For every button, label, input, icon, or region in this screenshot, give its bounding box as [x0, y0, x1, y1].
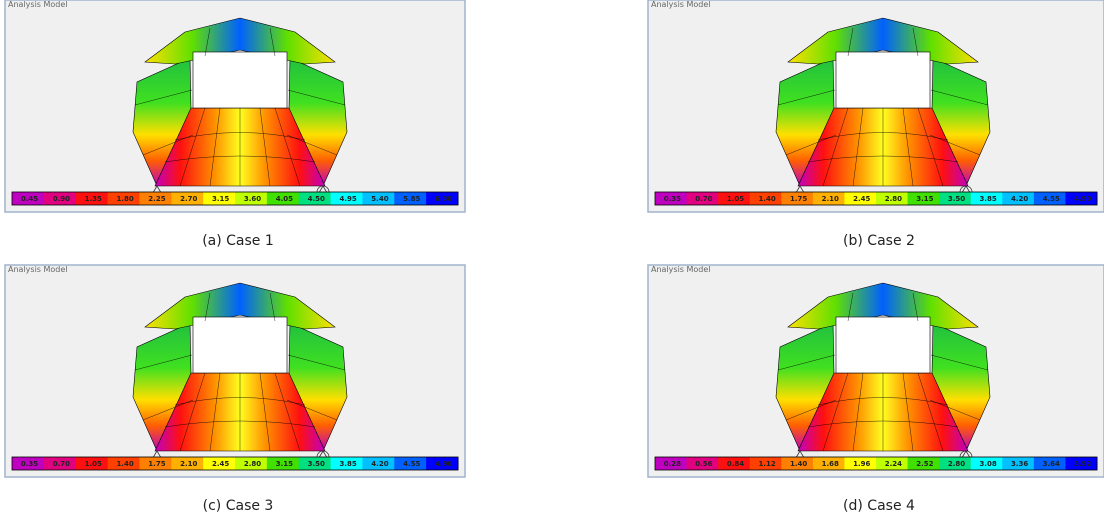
- legend-label: 1.68: [822, 460, 839, 468]
- legend-label: 5.85: [403, 195, 420, 203]
- legend-label: 0.45: [21, 195, 38, 203]
- legend-label: 1.35: [85, 195, 102, 203]
- legend-label: 2.24: [885, 460, 902, 468]
- legend-label: 1.96: [853, 460, 870, 468]
- legend-label: 3.64: [1043, 460, 1060, 468]
- legend-label: 1.12: [758, 460, 775, 468]
- legend-label: 1.40: [116, 460, 133, 468]
- legend-label: 3.60: [244, 195, 261, 203]
- legend-label: 2.70: [180, 195, 197, 203]
- legend-label: 3.92: [1074, 460, 1091, 468]
- legend-label: 4.50: [308, 195, 325, 203]
- legend-label: 2.80: [885, 195, 902, 203]
- legend-label: 2.80: [244, 460, 261, 468]
- legend-label: 1.40: [758, 195, 775, 203]
- legend-label: 4.90: [435, 460, 452, 468]
- legend-label: 3.50: [948, 195, 965, 203]
- panel: Analysis Model 0.35 0.70 1.05 1.40 1.75 2.10 2.…: [5, 265, 465, 477]
- legend-label: 2.10: [180, 460, 197, 468]
- legend-label: 1.75: [790, 195, 807, 203]
- legend-label: 4.05: [276, 195, 293, 203]
- legend-label: 3.15: [212, 195, 229, 203]
- caption: (c) Case 3: [203, 498, 274, 514]
- legend-label: 1.40: [790, 460, 807, 468]
- panel: Analysis Model 0.28 0.56 0.84 1.12 1.40 1.68 1.…: [648, 265, 1104, 477]
- legend-label: 6.30: [435, 195, 452, 203]
- legend-label: 5.40: [371, 195, 388, 203]
- legend-label: 4.55: [1043, 195, 1060, 203]
- panel: Analysis Model 0.35 0.70 1.05 1.40 1.75 2.10 2.…: [648, 0, 1104, 212]
- legend-label: 4.55: [403, 460, 420, 468]
- legend-label: 2.80: [948, 460, 965, 468]
- legend-label: 0.56: [695, 460, 712, 468]
- caption: (a) Case 1: [202, 233, 274, 249]
- legend-label: 3.85: [339, 460, 356, 468]
- legend-label: 4.20: [1011, 195, 1028, 203]
- legend-label: 0.84: [727, 460, 744, 468]
- legend-label: 1.05: [727, 195, 744, 203]
- viewport-title: Analysis Model: [651, 0, 711, 9]
- legend-label: 3.50: [308, 460, 325, 468]
- legend-label: 0.70: [53, 460, 70, 468]
- caption: (d) Case 4: [843, 498, 915, 514]
- legend-label: 2.52: [916, 460, 933, 468]
- caption: (b) Case 2: [843, 233, 915, 249]
- legend-label: 3.15: [276, 460, 293, 468]
- legend-label: 0.28: [664, 460, 681, 468]
- legend-label: 0.35: [664, 195, 681, 203]
- legend-label: 1.05: [85, 460, 102, 468]
- legend-label: 2.10: [822, 195, 839, 203]
- legend-label: 4.95: [339, 195, 356, 203]
- legend-label: 0.70: [695, 195, 712, 203]
- legend-label: 4.20: [371, 460, 388, 468]
- viewport-title: Analysis Model: [651, 265, 711, 274]
- legend-label: 3.85: [979, 195, 996, 203]
- legend-label: 1.80: [116, 195, 133, 203]
- page: Analysis Model 0.45 0.90 1.35 1.80 2.25 2.70 3.…: [0, 0, 1104, 523]
- viewport-title: Analysis Model: [8, 265, 68, 274]
- legend-label: 0.90: [53, 195, 70, 203]
- legend-label: 2.25: [148, 195, 165, 203]
- legend-label: 4.90: [1074, 195, 1091, 203]
- figure: Analysis Model 0.45 0.90 1.35 1.80 2.25 2.70 3.…: [0, 0, 1104, 523]
- legend-label: 3.08: [979, 460, 996, 468]
- viewport-title: Analysis Model: [8, 0, 68, 9]
- legend-label: 2.45: [212, 460, 229, 468]
- legend-label: 3.36: [1011, 460, 1028, 468]
- legend-label: 3.15: [916, 195, 933, 203]
- panel: Analysis Model 0.45 0.90 1.35 1.80 2.25 2.70 3.…: [5, 0, 465, 212]
- legend-label: 1.75: [148, 460, 165, 468]
- legend-label: 2.45: [853, 195, 870, 203]
- legend-label: 0.35: [21, 460, 38, 468]
